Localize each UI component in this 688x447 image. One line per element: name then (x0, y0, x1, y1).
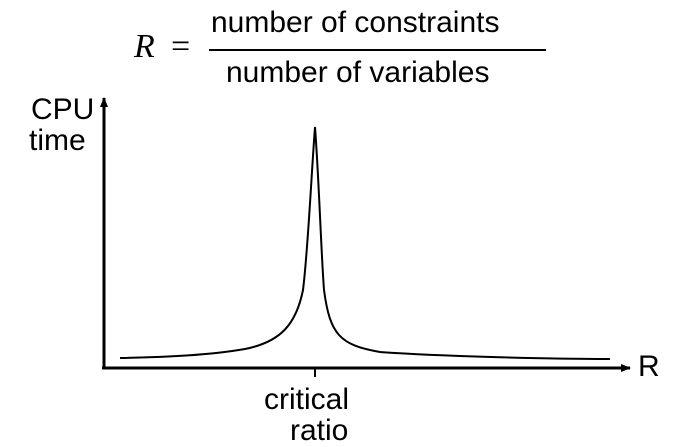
formula-variable: R (134, 28, 155, 65)
x-axis-label: R (638, 350, 660, 383)
y-axis-label-line1: CPU (31, 93, 95, 126)
critical-ratio-label-line2: ratio (290, 414, 349, 447)
fraction-bar (209, 49, 546, 51)
critical-ratio-label-line1: critical (264, 383, 350, 416)
cpu-time-curve (119, 126, 611, 360)
formula-denominator: number of variables (226, 56, 490, 89)
y-axis-label-line2: time (29, 124, 86, 157)
formula-numerator: number of constraints (211, 6, 500, 39)
formula-equals-sign: = (171, 28, 191, 65)
